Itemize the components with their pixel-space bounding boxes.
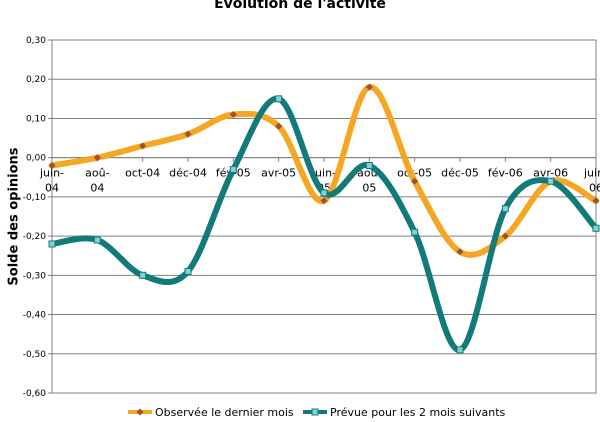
x-tick-label: oct-04 — [125, 167, 160, 180]
data-point — [139, 271, 147, 279]
legend-marker — [136, 408, 144, 416]
data-point — [93, 236, 101, 244]
y-tick-label: 0,00 — [26, 154, 46, 164]
y-tick-label: -0,20 — [23, 232, 47, 242]
data-point — [456, 346, 464, 354]
data-point — [456, 248, 464, 256]
plot-area — [51, 39, 597, 394]
x-tick-label: 04 — [45, 182, 59, 195]
x-tick-label: juin- — [311, 167, 336, 180]
x-tick-label: avr-05 — [261, 167, 296, 180]
chart-title: Evolution de l'activité — [214, 0, 386, 12]
x-tick-label: juin- — [583, 167, 600, 180]
x-tick-label: 06 — [589, 182, 600, 195]
y-tick-label: -0,60 — [23, 389, 47, 399]
x-tick-label: déc-05 — [441, 167, 479, 180]
y-tick-label: 0,10 — [26, 114, 46, 124]
data-point — [365, 83, 373, 91]
series-line — [49, 95, 599, 353]
x-tick-label: 04 — [90, 182, 104, 195]
data-point — [592, 197, 600, 205]
y-tick-label: -0,50 — [23, 350, 47, 360]
y-tick-label: 0,30 — [26, 36, 46, 46]
legend-label: Prévue pour les 2 mois suivants — [330, 406, 506, 419]
data-point — [275, 122, 283, 130]
data-point — [501, 205, 509, 213]
legend-label: Observée le dernier mois — [155, 406, 294, 419]
data-point — [93, 154, 101, 162]
data-point — [411, 228, 419, 236]
x-tick-label: oct-05 — [397, 167, 432, 180]
x-tick-label: avr-06 — [533, 167, 568, 180]
data-point — [320, 189, 328, 197]
y-tick-label: -0,30 — [23, 271, 47, 281]
data-point — [229, 111, 237, 119]
data-point — [139, 142, 147, 150]
y-tick-label: -0,40 — [23, 311, 47, 321]
x-tick-label: fév-06 — [488, 167, 523, 180]
x-tick-label: juin- — [39, 167, 64, 180]
data-point — [501, 232, 509, 240]
data-point — [547, 177, 555, 185]
x-tick-label: déc-04 — [169, 167, 207, 180]
data-point — [320, 197, 328, 205]
data-point — [184, 267, 192, 275]
y-tick-label: -0,10 — [23, 193, 47, 203]
x-tick-label: 05 — [362, 182, 376, 195]
legend-marker — [311, 408, 319, 416]
data-point — [275, 95, 283, 103]
data-point — [592, 224, 600, 232]
data-point — [365, 162, 373, 170]
y-tick-label: 0,20 — [26, 75, 46, 85]
data-point — [48, 240, 56, 248]
data-point — [229, 165, 237, 173]
data-point — [48, 162, 56, 170]
data-point — [184, 130, 192, 138]
x-tick-label: aoû- — [85, 167, 109, 180]
data-point — [411, 177, 419, 185]
